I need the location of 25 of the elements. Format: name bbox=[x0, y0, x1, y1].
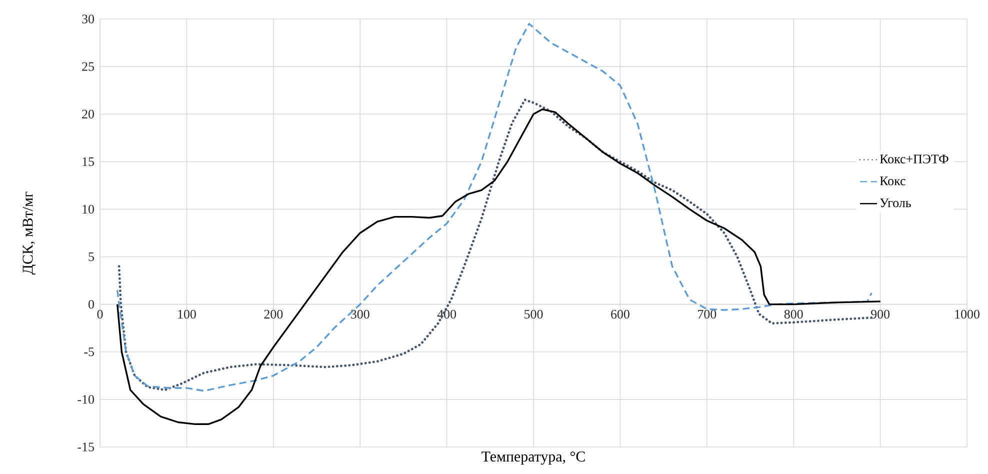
x-tick-label: 0 bbox=[97, 310, 103, 319]
x-tick-label: 300 bbox=[351, 310, 370, 319]
y-tick-label: -10 bbox=[78, 395, 94, 404]
x-tick-label: 700 bbox=[698, 310, 716, 319]
y-tick-label: -15 bbox=[78, 442, 94, 452]
y-tick-label: -5 bbox=[84, 348, 94, 356]
x-tick-label: 900 bbox=[871, 310, 890, 319]
y-tick-label: 25 bbox=[82, 62, 94, 71]
y-tick-label: 30 bbox=[82, 14, 94, 24]
y-tick-label: 5 bbox=[88, 252, 94, 262]
legend-label: Уголь bbox=[880, 198, 911, 208]
x-tick-label: 200 bbox=[264, 310, 283, 319]
legend-label: Кокс+ПЭТФ bbox=[880, 154, 948, 164]
y-tick-label: 0 bbox=[88, 300, 94, 309]
y-axis-title: ДСК, мВт/мг bbox=[22, 192, 36, 275]
x-tick-label: 100 bbox=[178, 310, 196, 319]
y-tick-label: 10 bbox=[82, 204, 94, 214]
x-tick-label: 800 bbox=[784, 310, 803, 319]
x-tick-label: 600 bbox=[611, 310, 630, 319]
x-axis-title: Температура, °C bbox=[482, 452, 585, 465]
x-tick-label: 1000 bbox=[955, 310, 980, 319]
legend-label: Кокс bbox=[880, 176, 906, 186]
x-tick-label: 500 bbox=[524, 310, 543, 319]
y-tick-label: 15 bbox=[82, 157, 94, 166]
y-tick-label: 20 bbox=[82, 110, 94, 118]
